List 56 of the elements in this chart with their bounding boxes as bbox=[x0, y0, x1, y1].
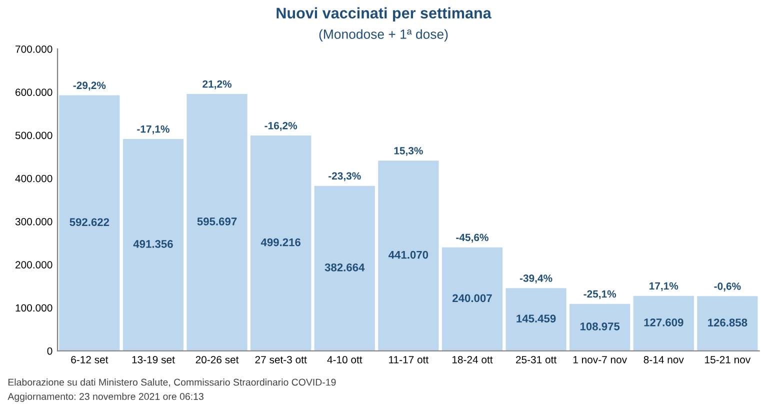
bar bbox=[697, 296, 758, 351]
annotation: -29,2% bbox=[73, 82, 106, 91]
y-tick-label: 700.000 bbox=[16, 45, 52, 53]
annotation: -39,4% bbox=[520, 274, 552, 284]
x-tick-label: 4-10 ott bbox=[327, 356, 362, 364]
data-label: 145.459 bbox=[516, 314, 556, 322]
data-label: 127.609 bbox=[644, 318, 684, 326]
x-tick-label: 20-26 set bbox=[196, 356, 239, 364]
x-tick-label: 13-19 set bbox=[132, 356, 175, 364]
data-label: 441.070 bbox=[388, 250, 428, 259]
annotation: 15,3% bbox=[394, 147, 423, 156]
annotation: -0,6% bbox=[714, 282, 741, 292]
y-tick-label: 600.000 bbox=[16, 88, 52, 96]
y-tick-label: 100.000 bbox=[16, 304, 52, 312]
bar bbox=[186, 94, 248, 351]
annotation: -25,1% bbox=[584, 290, 616, 300]
data-label: 595.697 bbox=[197, 218, 237, 226]
annotation: -23,3% bbox=[328, 172, 361, 182]
annotation: 21,2% bbox=[202, 80, 232, 90]
x-tick-label: 15-21 nov bbox=[705, 356, 751, 364]
y-tick-label: 0 bbox=[47, 347, 52, 355]
bar bbox=[570, 304, 630, 351]
annotation: 17,1% bbox=[650, 282, 678, 292]
y-tick-label: 500.000 bbox=[15, 132, 52, 140]
text: Elaborazione su dati Ministero Salute, Commissario Straordinario COVID-19 bbox=[8, 378, 336, 387]
y-tick-label: 400.000 bbox=[15, 174, 52, 182]
bar bbox=[59, 95, 120, 351]
data-label: 240.007 bbox=[452, 294, 492, 302]
x-tick-label: 6-12 set bbox=[71, 356, 108, 364]
x-tick-label: 27 set-3 ott bbox=[255, 356, 307, 364]
text: Aggiornamento: 23 novembre 2021 ore 06:13 bbox=[8, 392, 204, 402]
data-label: 499.216 bbox=[260, 238, 301, 246]
x-tick-label: 1 nov-7 nov bbox=[573, 356, 628, 364]
chart-title: Nuovi vaccinati per settimana bbox=[276, 7, 492, 22]
bar bbox=[122, 138, 184, 351]
chart-subtitle: (Monodose + 1ª dose) bbox=[319, 29, 448, 42]
data-label: 592.622 bbox=[70, 218, 110, 226]
y-tick-label: 300.000 bbox=[15, 218, 52, 226]
x-tick-label: 25-31 ott bbox=[516, 356, 557, 364]
data-label: 382.664 bbox=[324, 263, 365, 272]
annotation: -16,2% bbox=[264, 122, 298, 131]
bar bbox=[250, 136, 312, 351]
bar bbox=[442, 247, 503, 351]
y-tick-label: 200.000 bbox=[16, 261, 52, 268]
bar bbox=[506, 288, 566, 351]
annotation: -17,1% bbox=[137, 125, 170, 134]
data-label: 108.975 bbox=[580, 322, 620, 330]
annotation: -45,6% bbox=[456, 234, 488, 243]
bar bbox=[314, 186, 375, 351]
bar bbox=[378, 160, 439, 351]
data-label: 126.858 bbox=[708, 318, 748, 327]
data-label: 491.356 bbox=[133, 240, 173, 248]
x-tick-label: 8-14 nov bbox=[644, 356, 684, 364]
x-tick-label: 11-17 ott bbox=[389, 356, 429, 364]
x-tick-label: 18-24 ott bbox=[452, 356, 493, 364]
bar bbox=[633, 296, 694, 351]
